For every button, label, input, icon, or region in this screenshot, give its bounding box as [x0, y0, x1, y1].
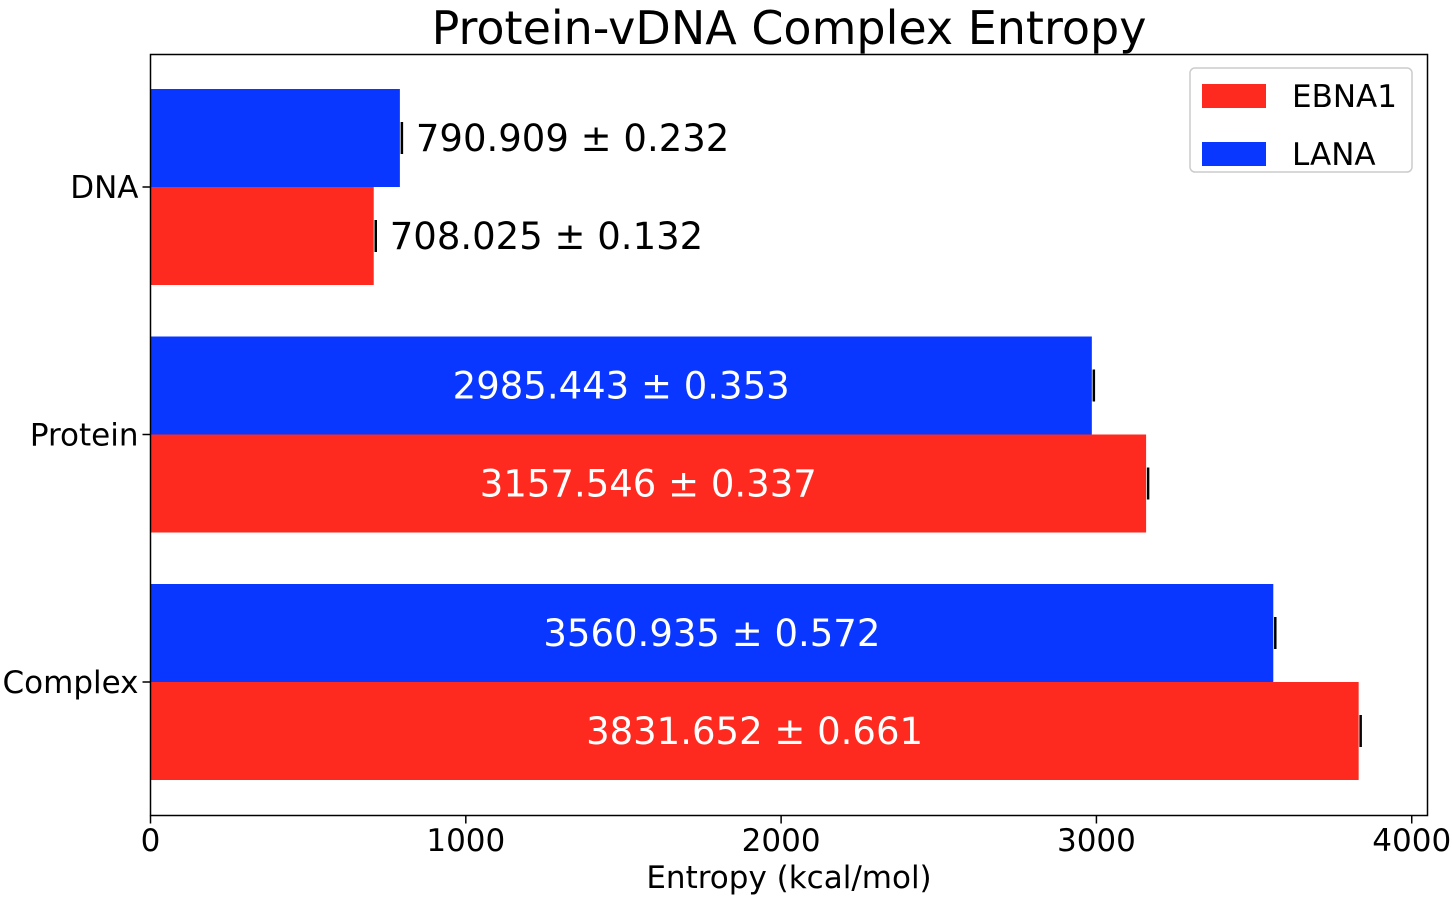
legend-label-ebna1: EBNA1 [1292, 79, 1397, 115]
legend: EBNA1 LANA [1189, 67, 1413, 173]
y-tick-label-dna: DNA [70, 170, 138, 206]
x-tick-label: 1000 [426, 823, 505, 859]
chart-title: Protein-vDNA Complex Entropy [432, 1, 1147, 55]
y-tick-label-complex: Complex [3, 665, 139, 701]
legend-label-lana: LANA [1292, 137, 1376, 173]
x-tick-label: 0 [141, 823, 161, 859]
bar-ebna1-protein [150, 434, 1147, 533]
bar-ebna1-dna [150, 187, 374, 285]
x-axis-label: Entropy (kcal/mol) [646, 860, 931, 896]
data-label-ebna1-complex: 3831.652 ± 0.661 [586, 710, 923, 753]
plot-frame [149, 53, 1429, 817]
data-label-lana-dna: 790.909 ± 0.232 [416, 117, 729, 160]
data-label-lana-protein: 2985.443 ± 0.353 [453, 365, 790, 408]
legend-swatch-ebna1 [1202, 84, 1266, 108]
x-tick-label: 4000 [1372, 823, 1451, 859]
bars-group: 790.909 ± 0.232 708.025 ± 0.132 2985.443 ±… [150, 89, 1362, 780]
x-tick-label: 2000 [742, 823, 821, 859]
bar-ebna1-complex [150, 682, 1359, 780]
bar-lana-complex [150, 584, 1274, 682]
bar-lana-protein [150, 336, 1092, 435]
ticks-group: DNA Protein Complex 0 1000 2000 3000 4000 [3, 170, 1452, 859]
y-tick-label-protein: Protein [30, 418, 139, 454]
data-label-ebna1-protein: 3157.546 ± 0.337 [480, 463, 817, 506]
legend-swatch-lana [1202, 142, 1266, 166]
x-tick-label: 3000 [1057, 823, 1136, 859]
data-label-ebna1-dna: 708.025 ± 0.132 [390, 215, 703, 258]
data-label-lana-complex: 3560.935 ± 0.572 [543, 612, 880, 655]
bar-lana-dna [150, 89, 400, 187]
